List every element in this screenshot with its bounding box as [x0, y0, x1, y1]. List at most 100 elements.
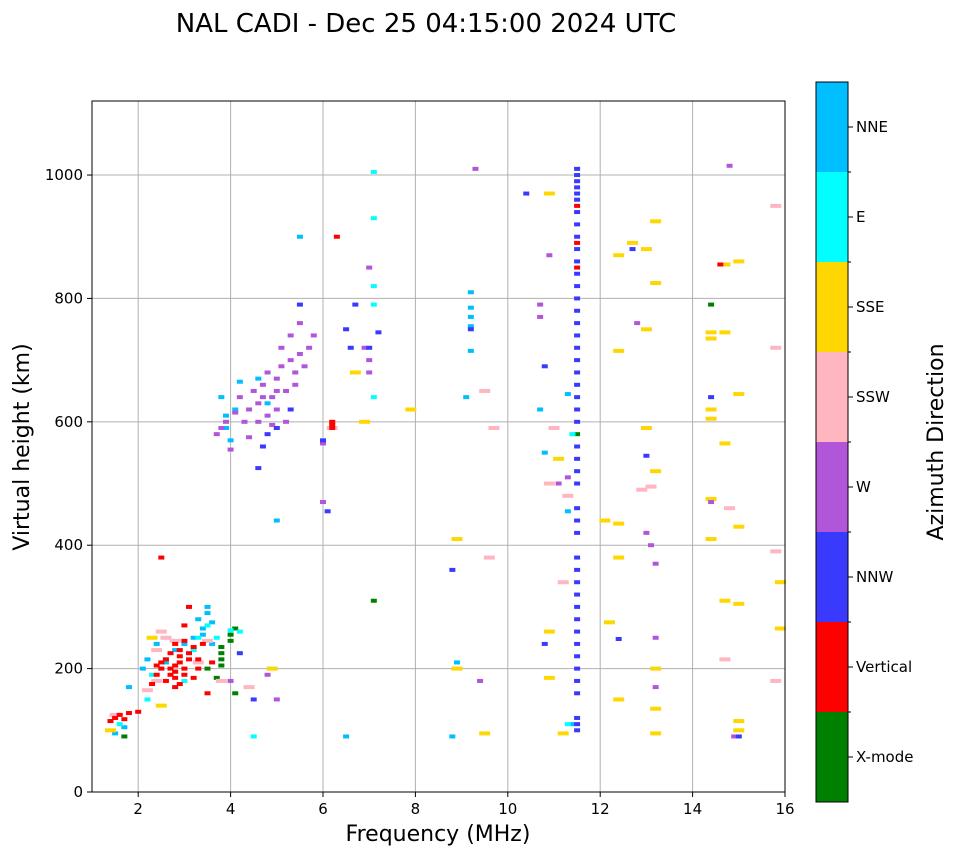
point-w — [366, 358, 373, 363]
point-w — [287, 333, 294, 338]
point-w — [726, 163, 733, 168]
x-tick-label: 6 — [318, 800, 328, 818]
point-nnw — [574, 382, 581, 387]
point-w — [259, 382, 266, 387]
point-sse — [451, 666, 463, 671]
colorbar-segment — [816, 82, 848, 172]
point-ssw — [562, 493, 574, 498]
point-nnw — [574, 506, 581, 511]
point-nnw — [264, 432, 271, 437]
colorbar-title: Azimuth Direction — [924, 343, 949, 540]
point-nne — [564, 392, 571, 397]
point-nnw — [574, 197, 581, 202]
point-vertical — [176, 654, 183, 659]
x-tick-label: 4 — [226, 800, 236, 818]
point-sse — [613, 253, 625, 258]
point-x-mode — [574, 432, 581, 437]
point-nnw — [324, 509, 331, 514]
point-vertical — [181, 638, 188, 643]
point-sse — [719, 598, 731, 603]
x-tick-label: 16 — [775, 800, 794, 818]
point-vertical — [125, 711, 132, 716]
point-nne — [209, 641, 216, 646]
point-nnw — [574, 333, 581, 338]
point-sse — [613, 697, 625, 702]
point-w — [643, 530, 650, 535]
point-nnw — [287, 407, 294, 412]
point-nnw — [352, 302, 359, 307]
colorbar-label: X-mode — [856, 748, 913, 766]
point-sse — [650, 469, 662, 474]
point-e — [564, 722, 571, 727]
point-x-mode — [227, 632, 234, 637]
point-sse — [774, 580, 786, 585]
point-w — [264, 370, 271, 375]
point-vertical — [167, 651, 174, 656]
point-sse — [705, 496, 717, 501]
point-nnw — [574, 654, 581, 659]
point-nne — [343, 734, 350, 739]
point-ssw — [155, 629, 167, 634]
point-nne — [273, 518, 280, 523]
point-w — [255, 401, 262, 406]
point-sse — [359, 419, 371, 424]
point-vertical — [172, 663, 179, 668]
y-tick-label: 0 — [73, 783, 83, 801]
point-e — [370, 395, 377, 400]
point-sse — [733, 524, 745, 529]
point-sse — [479, 731, 491, 736]
point-sse — [543, 629, 555, 634]
point-nne — [463, 395, 470, 400]
point-ssw — [770, 678, 782, 683]
point-vertical — [574, 203, 581, 208]
point-sse — [705, 336, 717, 341]
point-nnw — [236, 651, 243, 656]
point-sse — [557, 731, 569, 736]
point-w — [555, 481, 562, 486]
point-nne — [236, 379, 243, 384]
point-ssw — [215, 678, 227, 683]
point-ssw — [543, 481, 555, 486]
point-nnw — [574, 678, 581, 683]
point-w — [320, 441, 326, 446]
point-nne — [467, 348, 474, 353]
point-x-mode — [121, 734, 128, 739]
point-w — [652, 635, 659, 640]
point-ssw — [770, 345, 782, 350]
point-nne — [153, 641, 160, 646]
point-vertical — [176, 682, 183, 687]
point-w — [222, 419, 229, 424]
point-w — [236, 395, 243, 400]
point-sse — [650, 219, 662, 224]
point-w — [283, 419, 290, 424]
point-w — [537, 302, 544, 307]
colorbar-segment — [816, 712, 848, 802]
point-sse — [543, 191, 555, 196]
point-nnw — [574, 604, 581, 609]
point-sse — [719, 441, 731, 446]
point-nnw — [347, 345, 354, 350]
point-ssw — [243, 685, 255, 690]
point-nnw — [574, 629, 581, 634]
point-w — [537, 314, 544, 319]
point-w — [361, 345, 368, 350]
point-vertical — [186, 651, 193, 656]
colorbar-label: W — [856, 478, 871, 496]
point-w — [296, 321, 303, 326]
point-ssw — [109, 712, 121, 717]
point-e — [370, 216, 377, 221]
point-nne — [537, 407, 544, 412]
point-x-mode — [213, 675, 220, 680]
point-nnw — [574, 259, 581, 264]
point-sse — [733, 719, 745, 724]
point-sse — [613, 348, 625, 353]
point-e — [181, 678, 188, 683]
point-w — [310, 333, 317, 338]
y-tick-label: 400 — [54, 536, 83, 554]
point-nnw — [574, 617, 581, 622]
colorbar-segment — [816, 442, 848, 532]
x-tick-label: 8 — [411, 800, 421, 818]
point-nnw — [574, 358, 581, 363]
y-tick-label: 800 — [54, 289, 83, 307]
point-w — [273, 407, 280, 412]
